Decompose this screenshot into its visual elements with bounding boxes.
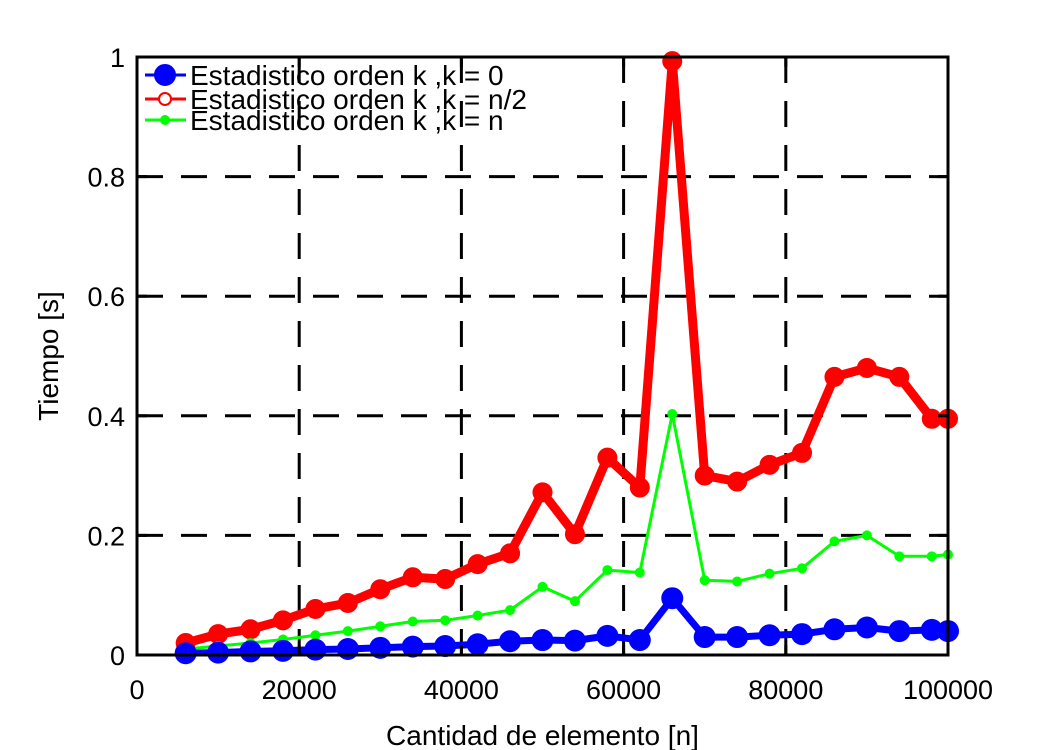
data-point bbox=[564, 524, 585, 545]
data-point bbox=[240, 619, 261, 640]
data-point bbox=[726, 626, 749, 649]
plot-frame bbox=[135, 55, 950, 657]
data-point bbox=[758, 624, 781, 647]
data-point bbox=[532, 482, 553, 503]
data-point bbox=[337, 592, 358, 613]
data-point bbox=[861, 530, 872, 541]
data-point bbox=[342, 626, 353, 637]
y-tick-label: 0 bbox=[110, 641, 125, 671]
data-point bbox=[855, 616, 878, 639]
series-layer bbox=[174, 51, 959, 665]
data-point bbox=[764, 568, 775, 579]
legend-item: Estadistico orden k ,k = 0 bbox=[145, 60, 504, 91]
data-point bbox=[369, 636, 392, 659]
data-point bbox=[759, 454, 780, 475]
data-point bbox=[926, 551, 937, 562]
data-point bbox=[856, 357, 877, 378]
x-axis-label: Cantidad de elemento [n] bbox=[386, 720, 699, 750]
data-point bbox=[563, 629, 586, 652]
data-point bbox=[208, 624, 229, 645]
data-point bbox=[920, 618, 943, 641]
data-point bbox=[500, 543, 521, 564]
data-point bbox=[174, 642, 197, 665]
data-point bbox=[829, 536, 840, 547]
data-point bbox=[596, 624, 619, 647]
data-point bbox=[634, 567, 645, 578]
data-point bbox=[336, 638, 359, 661]
data-point bbox=[824, 366, 845, 387]
series-2 bbox=[180, 409, 953, 655]
data-point bbox=[370, 579, 391, 600]
x-tick-label: 20000 bbox=[262, 675, 337, 705]
data-point bbox=[440, 615, 451, 626]
legend-item: Estadistico orden k ,k = n bbox=[145, 105, 504, 136]
data-point bbox=[505, 605, 516, 616]
data-point bbox=[467, 554, 488, 575]
data-point bbox=[304, 638, 327, 661]
data-point bbox=[207, 641, 230, 664]
data-point bbox=[791, 623, 814, 646]
data-point bbox=[628, 629, 651, 652]
data-point bbox=[434, 635, 457, 658]
y-tick-label: 1 bbox=[110, 43, 125, 73]
data-point bbox=[597, 447, 618, 468]
data-point bbox=[375, 621, 386, 632]
data-point bbox=[797, 563, 808, 574]
data-point bbox=[667, 409, 678, 420]
axis-ticks: 0 20000 40000 60000 80000 100000 0 0.2 0.4 0.6 0.8… bbox=[87, 43, 993, 705]
data-point bbox=[732, 576, 743, 587]
data-point bbox=[272, 610, 293, 631]
x-tick-label: 0 bbox=[129, 675, 144, 705]
y-tick-label: 0.8 bbox=[87, 163, 125, 193]
data-point bbox=[435, 569, 456, 590]
legend-label: Estadistico orden k ,k = 0 bbox=[190, 60, 504, 91]
legend-marker bbox=[154, 64, 176, 86]
data-point bbox=[271, 639, 294, 662]
data-point bbox=[823, 618, 846, 641]
legend-item: Estadistico orden k ,k = n/2 bbox=[145, 84, 527, 115]
data-point bbox=[602, 565, 613, 576]
data-point bbox=[894, 551, 905, 562]
legend-marker bbox=[158, 92, 172, 106]
data-point bbox=[693, 626, 716, 649]
data-point bbox=[569, 596, 580, 607]
data-point bbox=[888, 620, 911, 643]
y-tick-label: 0.2 bbox=[87, 521, 125, 551]
y-tick-label: 0.6 bbox=[87, 282, 125, 312]
x-tick-label: 100000 bbox=[903, 675, 993, 705]
series-1 bbox=[175, 51, 958, 654]
data-point bbox=[305, 598, 326, 619]
data-point bbox=[407, 616, 418, 627]
data-point bbox=[889, 366, 910, 387]
data-point bbox=[699, 575, 710, 586]
legend-marker bbox=[160, 115, 170, 125]
x-tick-label: 40000 bbox=[424, 675, 499, 705]
data-point bbox=[694, 465, 715, 486]
data-point bbox=[531, 629, 554, 652]
data-point bbox=[727, 471, 748, 492]
data-point bbox=[466, 633, 489, 656]
x-tick-label: 80000 bbox=[748, 675, 823, 705]
data-point bbox=[472, 610, 483, 621]
legend-label: Estadistico orden k ,k = n bbox=[190, 105, 504, 136]
legend-label: Estadistico orden k ,k = n/2 bbox=[190, 84, 527, 115]
data-point bbox=[792, 442, 813, 463]
data-point bbox=[661, 587, 684, 610]
series-0 bbox=[174, 587, 959, 665]
y-tick-label: 0.4 bbox=[87, 402, 125, 432]
y-axis-label: Tiempo [s] bbox=[33, 291, 64, 421]
data-point bbox=[310, 630, 321, 641]
data-point bbox=[401, 635, 424, 658]
x-tick-label: 60000 bbox=[586, 675, 661, 705]
data-point bbox=[239, 640, 262, 663]
data-point bbox=[537, 581, 548, 592]
grid-lines bbox=[137, 57, 948, 655]
data-point bbox=[499, 630, 522, 653]
data-point bbox=[662, 51, 683, 72]
data-point bbox=[402, 567, 423, 588]
data-point bbox=[629, 477, 650, 498]
